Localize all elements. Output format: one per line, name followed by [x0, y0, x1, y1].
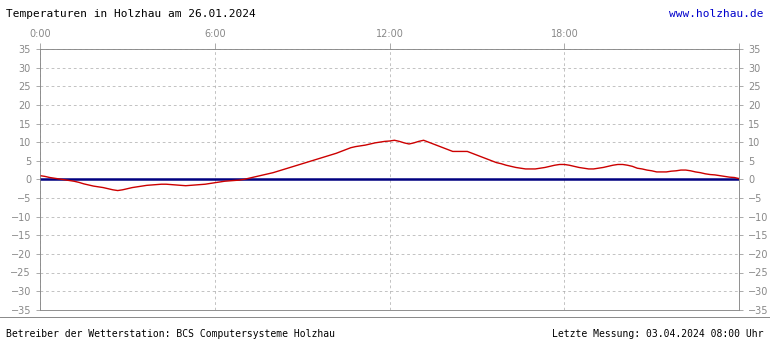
Text: Betreiber der Wetterstation: BCS Computersysteme Holzhau: Betreiber der Wetterstation: BCS Compute… [6, 329, 335, 339]
Text: Letzte Messung: 03.04.2024 08:00 Uhr: Letzte Messung: 03.04.2024 08:00 Uhr [552, 329, 764, 339]
Text: www.holzhau.de: www.holzhau.de [669, 9, 764, 19]
Text: Temperaturen in Holzhau am 26.01.2024: Temperaturen in Holzhau am 26.01.2024 [6, 9, 256, 19]
